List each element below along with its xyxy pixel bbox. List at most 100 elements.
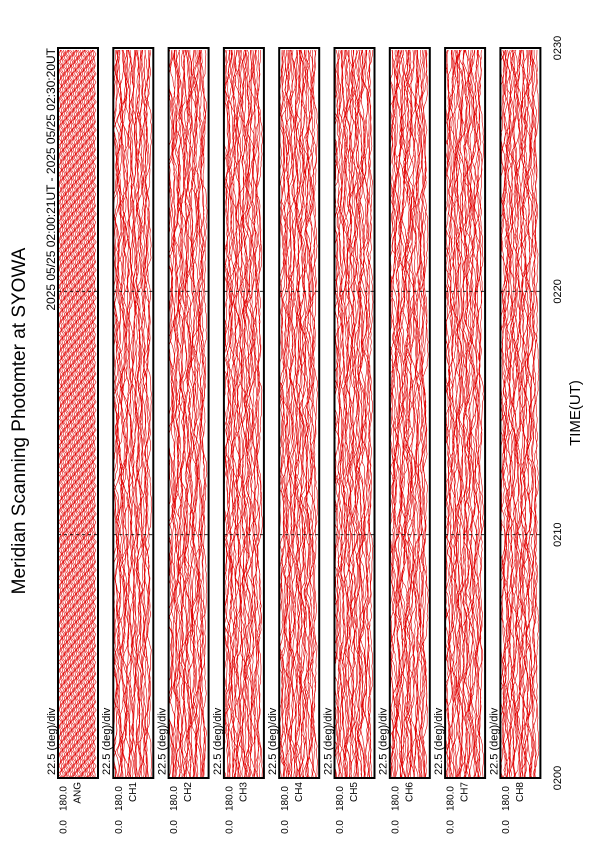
trace [122,50,131,779]
x-axis-label: TIME(UT) [567,380,584,446]
trace [112,49,121,779]
trace [401,49,410,779]
trace [420,49,429,779]
scale-label: 22.5 (deg)/div [157,707,169,775]
panel-top-label: 180.0 [114,786,125,811]
trace [467,49,475,779]
trace [242,49,250,779]
trace [227,49,236,779]
trace [232,49,242,779]
trace [307,49,317,779]
trace [344,49,352,779]
x-tick-label: 0230 [552,36,564,60]
trace [199,49,208,779]
trace [279,49,287,779]
trace [504,49,513,779]
trace [60,49,65,779]
trace [469,49,478,779]
trace [73,49,78,779]
trace [502,49,512,779]
trace [283,49,291,779]
trace [473,50,482,779]
trace [135,49,145,779]
channel-label: CH3 [239,782,250,802]
trace [142,49,150,779]
trace [119,50,130,779]
trace [444,49,453,779]
trace [138,49,147,779]
trace [226,49,233,778]
trace [365,49,374,779]
trace [64,49,69,778]
trace [338,49,345,779]
trace [306,49,314,779]
trace [364,49,371,779]
panel-frame [278,47,321,779]
trace [501,49,510,779]
x-tick-label: 0220 [552,279,564,303]
trace [124,49,132,779]
trace [520,50,530,779]
trace [294,49,304,779]
x-tick-label: 0200 [552,766,564,790]
panel-frame [499,47,542,779]
trace [63,49,67,779]
trace [531,49,538,779]
trace [171,49,179,779]
scale-label: 22.5 (deg)/div [267,707,279,775]
panel-bottom-label: 0.0 [501,820,512,834]
trace [349,49,359,779]
trace [405,49,415,779]
panel-bottom-label: 0.0 [59,820,70,834]
panel-top-label: 180.0 [390,786,401,811]
panel-bottom-label: 0.0 [114,820,125,834]
trace [191,49,198,778]
trace [255,50,263,778]
trace [361,49,370,779]
trace [531,49,540,779]
trace [407,49,417,779]
trace [237,49,245,779]
trace [342,49,350,779]
trace [474,49,481,779]
trace [87,49,92,779]
panel-bottom-label: 0.0 [335,820,346,834]
trace [448,49,455,779]
trace [444,49,452,779]
trace [408,49,418,779]
scale-label: 22.5 (deg)/div [378,707,390,775]
panel-frame [167,47,210,779]
trace [65,49,70,779]
scale-label: 22.5 (deg)/div [488,707,500,775]
trace [298,49,308,779]
trace [418,49,426,778]
trace [173,49,182,779]
trace [414,49,422,779]
trace [453,49,463,779]
trace [293,49,300,779]
trace [71,50,75,779]
trace [421,49,428,779]
trace [391,49,399,779]
panel-frame [112,47,155,779]
trace [176,49,183,779]
panel-frame [388,47,431,779]
trace [85,49,89,779]
trace [526,49,536,779]
channel-label: CH5 [349,782,360,802]
panel-top-label: 180.0 [335,786,346,811]
trace [247,49,257,779]
x-tick-label: 0210 [552,522,564,546]
trace [295,49,302,779]
trace [394,49,403,779]
trace [366,49,372,778]
panel-top-label: 180.0 [501,786,512,811]
channel-label: CH6 [404,782,415,802]
trace [346,50,356,779]
trace [475,49,483,779]
trace [254,49,262,779]
trace [462,49,473,779]
trace [62,49,66,779]
trace [243,49,254,779]
